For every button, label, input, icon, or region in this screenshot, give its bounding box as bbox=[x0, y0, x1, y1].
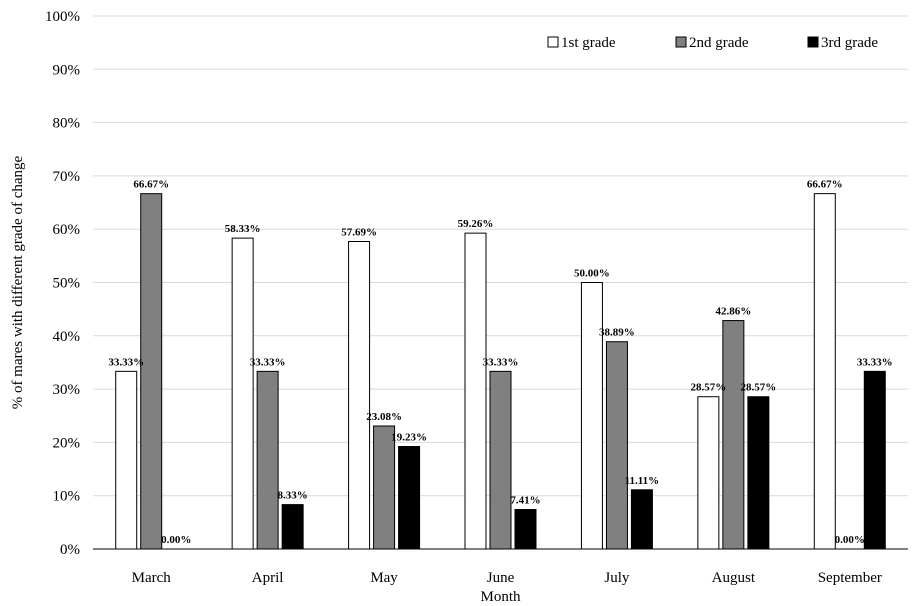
bar bbox=[348, 241, 371, 550]
bar bbox=[580, 282, 603, 550]
category-labels: March April May June July August September bbox=[132, 570, 882, 586]
legend-swatch bbox=[807, 36, 819, 48]
bar bbox=[747, 396, 770, 550]
legend-label: 1st grade bbox=[561, 35, 616, 51]
x-axis-title: Month bbox=[480, 589, 521, 605]
data-label: 23.08% bbox=[366, 411, 402, 423]
data-label: 38.89% bbox=[599, 327, 635, 339]
y-tick-label: 90% bbox=[53, 62, 81, 78]
y-tick-label: 0% bbox=[60, 542, 80, 558]
data-label: 8.33% bbox=[278, 490, 308, 502]
y-tick-label: 20% bbox=[53, 435, 81, 451]
data-label: 33.33% bbox=[250, 356, 286, 368]
data-label: 33.33% bbox=[857, 356, 893, 368]
data-label: 50.00% bbox=[574, 268, 610, 280]
legend: 1st grade 2nd grade 3rd grade bbox=[547, 35, 878, 51]
x-tick-label: May bbox=[370, 570, 398, 586]
bar bbox=[813, 193, 836, 550]
bars bbox=[115, 193, 886, 550]
data-label: 66.67% bbox=[133, 179, 169, 191]
y-tick-label: 60% bbox=[53, 222, 81, 238]
y-tick-label: 10% bbox=[53, 489, 81, 505]
data-label: 66.67% bbox=[807, 179, 843, 191]
bar bbox=[464, 232, 487, 550]
y-tick-labels: 0% 10% 20% 30% 40% 50% 60% 70% 80% 90% 100% bbox=[45, 9, 80, 558]
bar bbox=[231, 237, 254, 550]
data-label: 59.26% bbox=[458, 218, 494, 230]
data-label: 42.86% bbox=[715, 306, 751, 318]
y-tick-label: 50% bbox=[53, 276, 81, 292]
data-label: 0.00% bbox=[835, 534, 865, 546]
bar bbox=[373, 425, 396, 550]
bar bbox=[697, 396, 720, 550]
legend-swatch bbox=[547, 36, 559, 48]
bar bbox=[398, 446, 421, 550]
x-tick-label: August bbox=[712, 570, 756, 586]
data-label: 11.11% bbox=[625, 475, 660, 487]
data-label: 28.57% bbox=[690, 382, 726, 394]
y-tick-label: 30% bbox=[53, 382, 81, 398]
bar bbox=[115, 370, 138, 550]
data-label: 33.33% bbox=[108, 356, 144, 368]
bar bbox=[489, 370, 512, 550]
bar bbox=[863, 370, 886, 550]
legend-label: 3rd grade bbox=[821, 35, 878, 51]
grid-lines bbox=[93, 15, 908, 497]
y-tick-label: 70% bbox=[53, 169, 81, 185]
y-tick-label: 80% bbox=[53, 116, 81, 132]
bar bbox=[605, 341, 628, 550]
data-label: 19.23% bbox=[391, 432, 427, 444]
x-tick-label: July bbox=[604, 570, 630, 586]
y-tick-label: 100% bbox=[45, 9, 80, 25]
bar bbox=[140, 193, 163, 550]
bar bbox=[256, 370, 279, 550]
bar bbox=[722, 320, 745, 550]
data-label: 0.00% bbox=[161, 534, 191, 546]
data-label: 33.33% bbox=[483, 356, 519, 368]
y-axis-title: % of mares with different grade of chang… bbox=[10, 155, 26, 409]
legend-label: 2nd grade bbox=[689, 35, 749, 51]
data-label: 57.69% bbox=[341, 227, 377, 239]
x-tick-label: April bbox=[252, 570, 284, 586]
legend-swatch bbox=[675, 36, 687, 48]
data-label: 28.57% bbox=[740, 382, 776, 394]
bar bbox=[630, 489, 653, 550]
data-labels: 33.33% 66.67% 0.00% 58.33% 33.33% 8.33% 57.69%… bbox=[108, 179, 892, 546]
data-label: 7.41% bbox=[510, 495, 540, 507]
x-tick-label: June bbox=[487, 570, 515, 586]
x-tick-label: September bbox=[818, 570, 882, 586]
bar bbox=[281, 504, 304, 550]
bar bbox=[514, 509, 537, 550]
y-tick-label: 40% bbox=[53, 329, 81, 345]
x-tick-label: March bbox=[132, 570, 172, 586]
data-label: 58.33% bbox=[225, 223, 261, 235]
